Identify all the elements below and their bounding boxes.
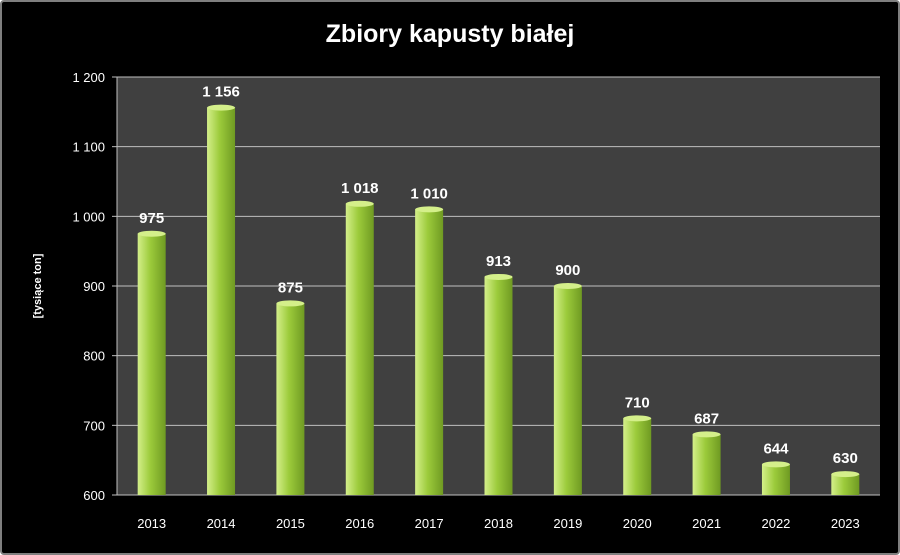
chart-title: Zbiory kapusty białej bbox=[325, 20, 575, 48]
y-tick-label: 900 bbox=[83, 279, 105, 294]
bar-2015 bbox=[276, 303, 305, 495]
bar-top-2016 bbox=[345, 200, 374, 207]
x-tick-label: 2018 bbox=[484, 516, 513, 531]
bar-2017 bbox=[415, 209, 444, 495]
x-tick-label: 2023 bbox=[831, 516, 860, 531]
bar-2023 bbox=[831, 474, 860, 495]
bars bbox=[137, 104, 860, 496]
y-tick-label: 800 bbox=[83, 349, 105, 364]
x-tick-label: 2020 bbox=[623, 516, 652, 531]
data-label-2023: 630 bbox=[833, 450, 858, 467]
bar-top-2022 bbox=[761, 461, 790, 468]
x-tick-label: 2015 bbox=[276, 516, 305, 531]
data-label-2013: 975 bbox=[139, 210, 164, 227]
bar-2016 bbox=[345, 203, 374, 495]
y-tick-label: 700 bbox=[83, 418, 105, 433]
bar-2019 bbox=[553, 286, 582, 495]
data-label-2022: 644 bbox=[763, 440, 789, 457]
y-axis-label: [tysiące ton] bbox=[32, 253, 44, 318]
bar-2018 bbox=[484, 276, 513, 495]
data-label-2015: 875 bbox=[278, 279, 303, 296]
x-tick-label: 2019 bbox=[553, 516, 582, 531]
bar-top-2017 bbox=[415, 206, 444, 213]
bar-top-2018 bbox=[484, 273, 513, 280]
data-label-2014: 1 156 bbox=[202, 84, 240, 101]
x-axis-ticks: 2013 2014 2015 2016 2017 2018 2019 2020 2021 2022… bbox=[137, 516, 860, 531]
bar-2020 bbox=[623, 418, 652, 495]
bar-top-2013 bbox=[137, 230, 166, 237]
data-label-2017: 1 010 bbox=[410, 185, 448, 202]
data-label-2021: 687 bbox=[694, 410, 719, 427]
y-axis-ticks: 600 700 800 900 1 000 1 100 1 200 bbox=[72, 70, 118, 503]
x-tick-label: 2017 bbox=[415, 516, 444, 531]
data-label-2018: 913 bbox=[486, 253, 511, 270]
bar-2014 bbox=[207, 107, 236, 496]
bar-2013 bbox=[137, 233, 166, 495]
bar-top-2021 bbox=[692, 431, 721, 438]
x-tick-label: 2022 bbox=[761, 516, 790, 531]
data-label-2020: 710 bbox=[625, 394, 650, 411]
bar-top-2020 bbox=[623, 415, 652, 422]
data-labels: 975 1 156 875 1 018 1 010 913 900 710 687 644 630 bbox=[139, 84, 858, 467]
y-tick-label: 600 bbox=[83, 488, 105, 503]
bar-top-2014 bbox=[207, 104, 236, 111]
bar-2022 bbox=[761, 464, 790, 495]
y-tick-label: 1 100 bbox=[72, 140, 105, 155]
bar-top-2015 bbox=[276, 300, 305, 307]
bar-top-2023 bbox=[831, 471, 860, 478]
y-tick-label: 1 200 bbox=[72, 70, 105, 85]
bar-top-2019 bbox=[553, 283, 582, 289]
x-tick-label: 2021 bbox=[692, 516, 721, 531]
x-tick-label: 2014 bbox=[207, 516, 236, 531]
x-tick-label: 2013 bbox=[137, 516, 166, 531]
data-label-2019: 900 bbox=[555, 262, 580, 279]
y-tick-label: 1 000 bbox=[72, 209, 105, 224]
data-label-2016: 1 018 bbox=[341, 180, 379, 197]
bar-2021 bbox=[692, 434, 721, 495]
x-tick-label: 2016 bbox=[345, 516, 374, 531]
